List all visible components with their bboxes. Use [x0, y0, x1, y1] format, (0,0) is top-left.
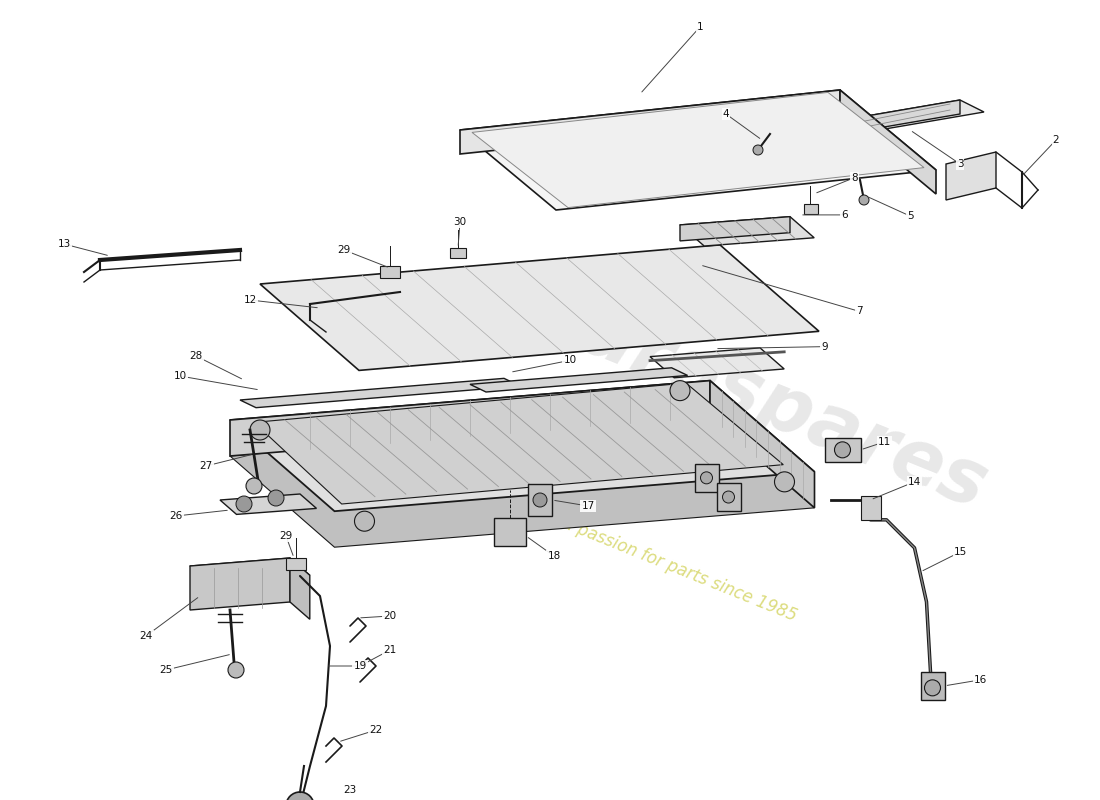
- Text: 14: 14: [908, 477, 921, 487]
- Polygon shape: [650, 348, 784, 378]
- Text: 2: 2: [1053, 135, 1059, 145]
- Text: 1: 1: [696, 22, 703, 32]
- Circle shape: [754, 145, 763, 155]
- Polygon shape: [230, 381, 710, 456]
- Text: 11: 11: [878, 437, 891, 447]
- Polygon shape: [260, 245, 820, 370]
- Text: 15: 15: [954, 547, 967, 557]
- Polygon shape: [840, 90, 936, 194]
- Text: 24: 24: [140, 631, 153, 641]
- Circle shape: [701, 472, 713, 484]
- Bar: [860, 496, 880, 520]
- Text: 4: 4: [723, 109, 729, 119]
- Polygon shape: [230, 417, 814, 547]
- Text: 9: 9: [821, 342, 827, 352]
- Polygon shape: [472, 92, 924, 208]
- Text: 10: 10: [563, 355, 576, 366]
- Bar: [694, 464, 718, 492]
- Polygon shape: [470, 368, 688, 392]
- Bar: [716, 483, 740, 511]
- Text: 3: 3: [957, 159, 964, 169]
- Circle shape: [723, 491, 735, 503]
- Bar: [286, 558, 306, 570]
- Polygon shape: [710, 381, 814, 508]
- Text: 6: 6: [840, 210, 847, 220]
- Bar: [379, 266, 400, 278]
- Text: 22: 22: [370, 725, 383, 735]
- Text: eurospares: eurospares: [522, 275, 998, 525]
- Polygon shape: [190, 558, 310, 583]
- Circle shape: [286, 792, 313, 800]
- Circle shape: [534, 493, 547, 507]
- Circle shape: [268, 490, 284, 506]
- Circle shape: [236, 496, 252, 512]
- Text: 18: 18: [548, 551, 561, 561]
- Text: 23: 23: [343, 785, 356, 795]
- Polygon shape: [220, 494, 317, 514]
- Polygon shape: [460, 90, 936, 210]
- Circle shape: [670, 381, 690, 401]
- Circle shape: [924, 680, 940, 696]
- Polygon shape: [290, 558, 310, 619]
- Text: 19: 19: [353, 661, 366, 671]
- Text: 7: 7: [856, 306, 862, 316]
- Circle shape: [250, 420, 270, 440]
- Circle shape: [859, 195, 869, 205]
- Bar: [450, 248, 466, 258]
- Text: 27: 27: [199, 461, 212, 471]
- Text: 10: 10: [174, 371, 187, 381]
- Polygon shape: [230, 381, 814, 511]
- Text: 29: 29: [338, 245, 351, 255]
- Polygon shape: [680, 217, 790, 241]
- Text: 26: 26: [169, 511, 183, 521]
- Bar: [825, 438, 860, 462]
- Text: 17: 17: [582, 501, 595, 511]
- Polygon shape: [240, 378, 520, 408]
- Text: 30: 30: [453, 217, 466, 227]
- Polygon shape: [820, 100, 984, 136]
- Circle shape: [354, 511, 374, 531]
- Polygon shape: [190, 558, 290, 610]
- Circle shape: [246, 478, 262, 494]
- Text: 8: 8: [851, 173, 858, 182]
- Circle shape: [228, 662, 244, 678]
- Circle shape: [774, 472, 794, 492]
- Bar: [528, 484, 552, 516]
- Text: 28: 28: [189, 351, 202, 361]
- Circle shape: [835, 442, 850, 458]
- Text: 29: 29: [279, 531, 293, 541]
- Polygon shape: [820, 100, 960, 138]
- Text: 20: 20: [384, 611, 397, 621]
- Text: 5: 5: [906, 211, 913, 221]
- Bar: [921, 672, 945, 700]
- Text: 13: 13: [57, 239, 70, 249]
- Polygon shape: [946, 152, 996, 200]
- Polygon shape: [254, 383, 783, 504]
- Bar: [804, 204, 818, 214]
- Text: 25: 25: [160, 665, 173, 675]
- Polygon shape: [680, 217, 814, 246]
- Text: a passion for parts since 1985: a passion for parts since 1985: [560, 514, 800, 626]
- Polygon shape: [460, 90, 840, 154]
- Text: 16: 16: [974, 675, 987, 685]
- Bar: [494, 518, 526, 546]
- Text: 12: 12: [243, 295, 256, 305]
- Text: 21: 21: [384, 645, 397, 655]
